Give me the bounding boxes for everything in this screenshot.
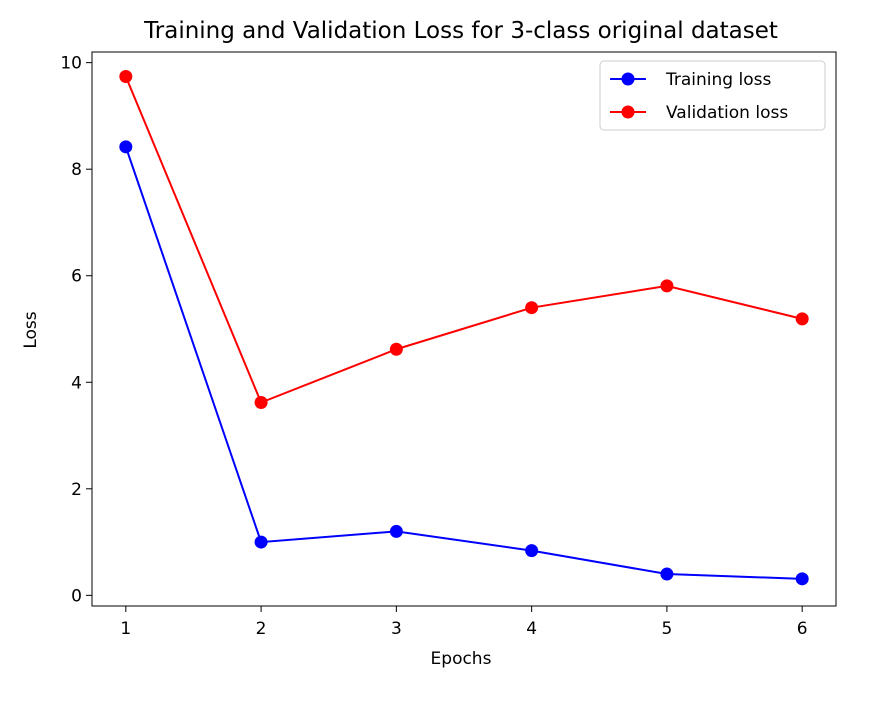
validation-loss-point (254, 396, 268, 410)
x-axis-label: Epochs (431, 649, 492, 669)
y-tick-label: 6 (71, 267, 82, 287)
x-tick-label: 5 (661, 619, 672, 639)
y-tick-label: 2 (71, 480, 82, 500)
y-tick-label: 0 (71, 586, 82, 606)
validation-loss-point (660, 279, 674, 293)
validation-loss-point (525, 301, 539, 315)
plot-area: 1 2 3 4 5 6 0 2 4 6 8 10 (60, 51, 837, 639)
x-tick-label: 6 (797, 619, 808, 639)
legend: Training loss Validation loss (599, 60, 826, 131)
training-loss-point (525, 544, 539, 558)
legend-box (599, 60, 826, 131)
training-loss-point (795, 572, 809, 586)
validation-loss-point (119, 70, 133, 84)
training-loss-point (389, 524, 403, 538)
training-loss-line (124, 146, 803, 580)
validation-loss-line (124, 76, 803, 404)
x-tick-label: 3 (391, 619, 402, 639)
legend-marker-validation-loss (621, 105, 635, 119)
validation-loss-point (389, 342, 403, 356)
legend-marker-training-loss (621, 72, 635, 86)
x-tick-label: 2 (256, 619, 267, 639)
y-tick-label: 8 (71, 160, 82, 180)
x-tick-label: 1 (120, 619, 131, 639)
training-loss-point (119, 140, 133, 154)
legend-label-validation-loss: Validation loss (666, 103, 788, 123)
y-axis-label: Loss (21, 311, 41, 348)
y-tick-label: 4 (71, 373, 82, 393)
legend-label-training-loss: Training loss (665, 70, 771, 90)
x-tick-label: 4 (526, 619, 537, 639)
validation-loss-point (795, 312, 809, 326)
chart-title: Training and Validation Loss for 3-class… (143, 18, 778, 44)
y-tick-label: 10 (60, 54, 82, 74)
plot-frame (91, 51, 837, 607)
training-loss-point (660, 567, 674, 581)
training-loss-point (254, 535, 268, 549)
